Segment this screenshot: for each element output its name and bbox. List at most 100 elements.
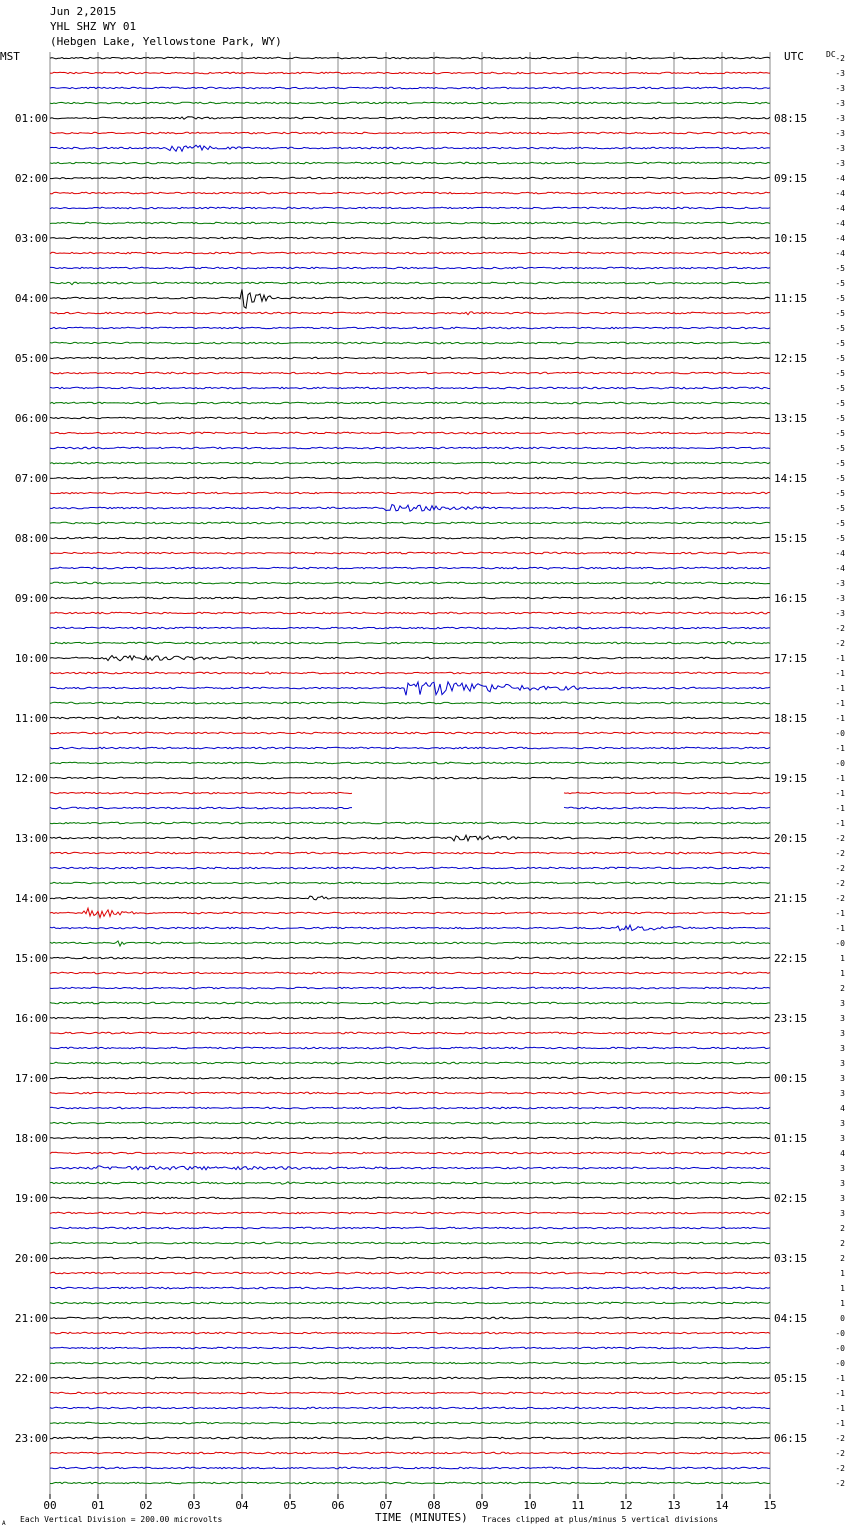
dc-offset-label: -0 bbox=[835, 1344, 845, 1353]
trace-53 bbox=[49, 851, 771, 855]
x-tick-label: 10 bbox=[523, 1499, 536, 1512]
trace-62 bbox=[49, 986, 771, 990]
trace-21 bbox=[49, 371, 771, 375]
trace-83 bbox=[49, 1301, 771, 1305]
right-hour-label: 21:15 bbox=[774, 892, 807, 905]
dc-offset-label: 3 bbox=[840, 1014, 845, 1023]
right-hour-label: 05:15 bbox=[774, 1372, 807, 1385]
trace-0 bbox=[49, 56, 771, 60]
right-hour-label: 04:15 bbox=[774, 1312, 807, 1325]
left-hour-label: 07:00 bbox=[15, 472, 48, 485]
trace-54 bbox=[49, 866, 771, 870]
dc-offset-label: 3 bbox=[840, 1134, 845, 1143]
dc-offset-label: -4 bbox=[835, 189, 845, 198]
left-hour-label: 19:00 bbox=[15, 1192, 48, 1205]
left-hour-label: 04:00 bbox=[15, 292, 48, 305]
dc-offset-label: -5 bbox=[835, 279, 845, 288]
trace-71 bbox=[49, 1121, 771, 1125]
x-tick-label: 02 bbox=[139, 1499, 152, 1512]
trace-11 bbox=[49, 221, 771, 225]
dc-offset-label: 3 bbox=[840, 1119, 845, 1128]
left-timezone-label: MST bbox=[0, 50, 20, 63]
dc-offset-label: 4 bbox=[840, 1149, 845, 1158]
dc-offset-label: -4 bbox=[835, 219, 845, 228]
left-hour-label: 21:00 bbox=[15, 1312, 48, 1325]
left-hour-label: 15:00 bbox=[15, 952, 48, 965]
trace-55 bbox=[50, 881, 771, 885]
dc-offset-label: -0 bbox=[835, 939, 845, 948]
trace-52 bbox=[49, 833, 771, 843]
dc-offset-label: -1 bbox=[835, 654, 845, 663]
trace-44 bbox=[49, 715, 771, 720]
trace-68 bbox=[49, 1076, 771, 1080]
left-hour-label: 05:00 bbox=[15, 352, 48, 365]
dc-offset-label: 1 bbox=[840, 954, 845, 963]
trace-40 bbox=[49, 654, 771, 662]
trace-77 bbox=[49, 1211, 771, 1215]
trace-47 bbox=[49, 761, 771, 765]
right-hour-label: 09:15 bbox=[774, 172, 807, 185]
trace-10 bbox=[49, 206, 771, 210]
dc-offset-label: -5 bbox=[835, 459, 845, 468]
dc-offset-label: -1 bbox=[835, 744, 845, 753]
dc-offset-label: -5 bbox=[835, 324, 845, 333]
x-tick-label: 03 bbox=[187, 1499, 200, 1512]
trace-6 bbox=[49, 144, 771, 153]
x-tick-label: 04 bbox=[235, 1499, 249, 1512]
trace-48 bbox=[49, 776, 771, 780]
dc-offset-label: 3 bbox=[840, 999, 845, 1008]
trace-72 bbox=[49, 1136, 771, 1140]
trace-65 bbox=[50, 1031, 771, 1035]
trace-33 bbox=[49, 551, 771, 555]
dc-offset-label: -4 bbox=[835, 249, 845, 258]
dc-offset-label: -5 bbox=[835, 429, 845, 438]
left-hour-label: 17:00 bbox=[15, 1072, 48, 1085]
left-hour-label: 22:00 bbox=[15, 1372, 48, 1385]
dc-offset-label: -5 bbox=[835, 339, 845, 348]
dc-offset-label: 3 bbox=[840, 1164, 845, 1173]
right-hour-label: 20:15 bbox=[774, 832, 807, 845]
trace-74 bbox=[49, 1165, 771, 1171]
trace-3 bbox=[49, 101, 771, 105]
dc-offset-label: -5 bbox=[835, 534, 845, 543]
trace-94 bbox=[50, 1466, 771, 1470]
trace-56 bbox=[49, 895, 770, 901]
right-hour-label: 22:15 bbox=[774, 952, 807, 965]
dc-offset-label: -5 bbox=[835, 444, 845, 453]
dc-offset-label: -0 bbox=[835, 759, 845, 768]
trace-37 bbox=[49, 611, 771, 615]
dc-offset-label: -1 bbox=[835, 669, 845, 678]
x-tick-label: 08 bbox=[427, 1499, 440, 1512]
trace-8 bbox=[49, 176, 771, 180]
dc-offset-label: -2 bbox=[835, 834, 845, 843]
trace-24 bbox=[49, 416, 771, 420]
trace-16 bbox=[49, 289, 771, 309]
trace-27 bbox=[49, 461, 771, 465]
trace-91 bbox=[50, 1421, 770, 1425]
trace-58 bbox=[49, 923, 771, 932]
trace-31 bbox=[49, 521, 771, 525]
trace-7 bbox=[49, 161, 771, 165]
trace-34 bbox=[49, 566, 771, 570]
dc-offset-label: 4 bbox=[840, 1104, 845, 1113]
dc-offset-label: -5 bbox=[835, 309, 845, 318]
dc-offset-label: -5 bbox=[835, 414, 845, 423]
scale-note: Each Vertical Division = 200.00 microvol… bbox=[20, 1515, 223, 1524]
dc-offset-label: -5 bbox=[835, 399, 845, 408]
trace-30 bbox=[49, 503, 771, 512]
dc-offset-label: -1 bbox=[835, 774, 845, 783]
dc-offset-label: -1 bbox=[835, 804, 845, 813]
dc-offset-label: -4 bbox=[835, 549, 845, 558]
dc-offset-label: -3 bbox=[835, 159, 845, 168]
trace-87 bbox=[49, 1361, 771, 1365]
left-hour-label: 08:00 bbox=[15, 532, 48, 545]
dc-offset-label: -5 bbox=[835, 519, 845, 528]
trace-25 bbox=[49, 431, 771, 435]
dc-offset-label: -1 bbox=[835, 1419, 845, 1428]
trace-36 bbox=[49, 596, 771, 600]
dc-offset-label: -2 bbox=[835, 1479, 845, 1488]
dc-offset-label: -1 bbox=[835, 819, 845, 828]
trace-93 bbox=[49, 1451, 771, 1455]
trace-14 bbox=[50, 266, 771, 270]
dc-offset-label: -5 bbox=[835, 264, 845, 273]
